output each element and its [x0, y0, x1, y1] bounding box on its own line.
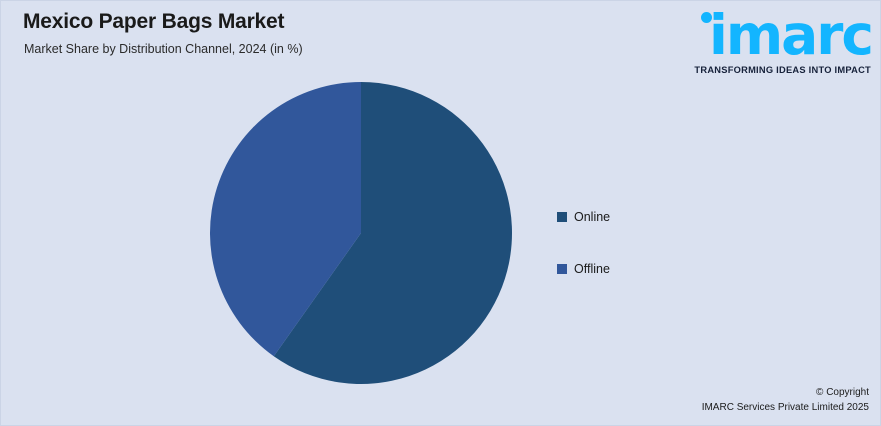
- imarc-logo: imarc TRANSFORMING IDEAS INTO IMPACT: [682, 3, 874, 82]
- footer: © Copyright IMARC Services Private Limit…: [702, 385, 869, 415]
- pie-chart-svg: [210, 82, 512, 384]
- chart-legend: Online Offline: [557, 191, 717, 295]
- logo-wordmark: imarc: [708, 3, 874, 67]
- chart-subtitle: Market Share by Distribution Channel, 20…: [24, 42, 303, 56]
- page-title: Mexico Paper Bags Market: [23, 10, 285, 33]
- logo-dot-icon: [701, 12, 712, 23]
- legend-label-online: Online: [574, 210, 611, 224]
- legend-item-offline[interactable]: Offline: [557, 243, 717, 295]
- pie-slice-online[interactable]: [273, 82, 512, 384]
- legend-swatch-online: [557, 212, 567, 222]
- pie-chart: [210, 82, 512, 384]
- logo-tagline: TRANSFORMING IDEAS INTO IMPACT: [694, 65, 871, 75]
- pie-slice-offline[interactable]: [210, 82, 361, 357]
- footer-company: IMARC Services Private Limited 2025: [701, 402, 869, 413]
- legend-label-offline: Offline: [574, 262, 610, 276]
- legend-item-online[interactable]: Online: [557, 191, 717, 243]
- legend-swatch-offline: [557, 264, 567, 274]
- footer-copyright: © Copyright: [816, 387, 869, 398]
